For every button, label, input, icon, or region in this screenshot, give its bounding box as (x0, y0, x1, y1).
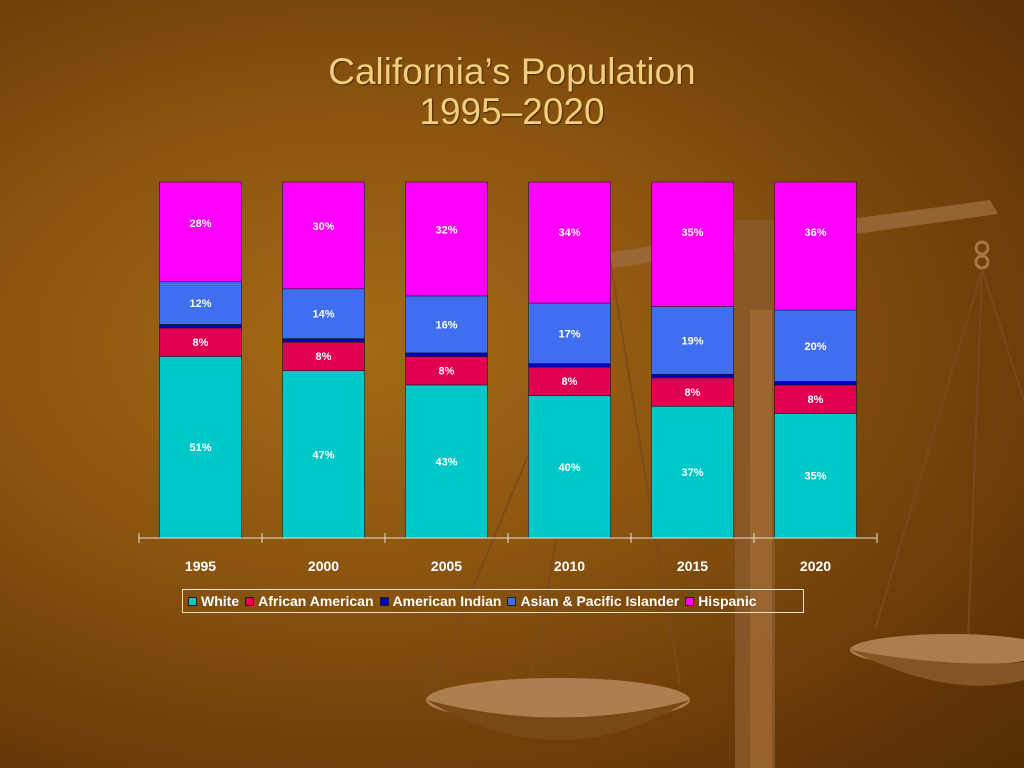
data-label-asian_pacific_islander-2015: 19% (681, 335, 703, 347)
legend-item-african_american: African American (245, 593, 374, 609)
x-tick-label-2000: 2000 (308, 558, 339, 574)
bar-segment-asian_pacific_islander-2020 (774, 309, 857, 382)
legend-swatch-african_american (245, 596, 255, 606)
legend-label-african_american: African American (258, 593, 374, 609)
legend-item-hispanic: Hispanic (685, 593, 757, 609)
legend-item-american_indian: American Indian (379, 593, 502, 609)
bar-segment-african_american-2020 (774, 384, 857, 414)
legend-swatch-white (188, 596, 197, 606)
legend-label-white: White (201, 593, 240, 609)
legend-item-white: White (188, 593, 239, 609)
legend-item-asian_pacific_islander: Asian & Pacific Islander (507, 593, 679, 609)
bar-segment-hispanic-1995 (159, 181, 242, 282)
data-label-hispanic-2020: 36% (804, 227, 826, 239)
legend-label-hispanic: Hispanic (698, 593, 757, 609)
data-label-white-2020: 35% (804, 471, 826, 483)
data-label-african_american-2020: 8% (808, 394, 824, 406)
data-label-white-2015: 37% (681, 467, 703, 479)
bar-segment-white-2010 (528, 395, 611, 539)
data-label-african_american-1995: 8% (193, 337, 209, 349)
bar-segment-white-2005 (405, 384, 488, 539)
chart-title-line-2: 1995–2020 (419, 91, 605, 132)
data-label-asian_pacific_islander-2020: 20% (804, 341, 826, 353)
bar-segment-african_american-2000 (282, 341, 365, 371)
data-label-african_american-2000: 8% (316, 351, 332, 363)
chart-legend: White African American American Indian Asia… (182, 589, 804, 613)
data-label-hispanic-2010: 34% (558, 227, 580, 239)
data-label-asian_pacific_islander-2010: 17% (558, 328, 580, 340)
bar-segment-hispanic-2020 (774, 181, 857, 311)
x-tick-label-1995: 1995 (185, 558, 216, 574)
bar-segment-white-1995 (159, 356, 242, 539)
data-label-african_american-2005: 8% (439, 365, 455, 377)
bar-segment-asian_pacific_islander-1995 (159, 281, 242, 325)
data-label-hispanic-2005: 32% (435, 224, 457, 236)
data-label-african_american-2015: 8% (685, 387, 701, 399)
chart-title-line-1: California’s Population (328, 51, 696, 92)
data-label-asian_pacific_islander-2005: 16% (435, 319, 457, 331)
data-label-white-2005: 43% (435, 456, 457, 468)
bar-segment-african_american-2010 (528, 366, 611, 396)
data-label-hispanic-2000: 30% (312, 221, 334, 233)
x-tick-label-2020: 2020 (800, 558, 831, 574)
bar-segment-asian_pacific_islander-2000 (282, 288, 365, 339)
bar-segment-white-2020 (774, 413, 857, 539)
legend-label-asian_pacific_islander: Asian & Pacific Islander (520, 593, 680, 609)
bar-segment-african_american-2005 (405, 356, 488, 386)
data-label-african_american-2010: 8% (562, 376, 578, 388)
data-label-asian_pacific_islander-2000: 14% (312, 309, 334, 321)
data-label-asian_pacific_islander-1995: 12% (189, 298, 211, 310)
bar-segment-hispanic-2000 (282, 181, 365, 290)
legend-label-american_indian: American Indian (392, 593, 502, 609)
data-label-white-2010: 40% (558, 462, 580, 474)
data-label-hispanic-2015: 35% (681, 227, 703, 239)
bar-segment-white-2000 (282, 370, 365, 539)
bar-segment-asian_pacific_islander-2015 (651, 306, 734, 375)
x-tick-label-2010: 2010 (554, 558, 585, 574)
bar-segment-asian_pacific_islander-2010 (528, 302, 611, 364)
bar-segment-hispanic-2005 (405, 181, 488, 297)
data-label-white-2000: 47% (312, 449, 334, 461)
bar-segment-hispanic-2015 (651, 181, 734, 307)
data-label-white-1995: 51% (189, 442, 211, 454)
x-tick-label-2015: 2015 (677, 558, 708, 574)
chart-title: California’s Population 1995–2020 (0, 52, 1024, 132)
legend-swatch-asian_pacific_islander (507, 596, 517, 606)
bar-segment-hispanic-2010 (528, 181, 611, 304)
x-tick-label-2005: 2005 (431, 558, 462, 574)
data-label-hispanic-1995: 28% (189, 218, 211, 230)
bar-segment-african_american-2015 (651, 377, 734, 407)
legend-swatch-hispanic (685, 596, 695, 606)
bar-segment-asian_pacific_islander-2005 (405, 295, 488, 354)
legend-swatch-american_indian (379, 596, 389, 606)
